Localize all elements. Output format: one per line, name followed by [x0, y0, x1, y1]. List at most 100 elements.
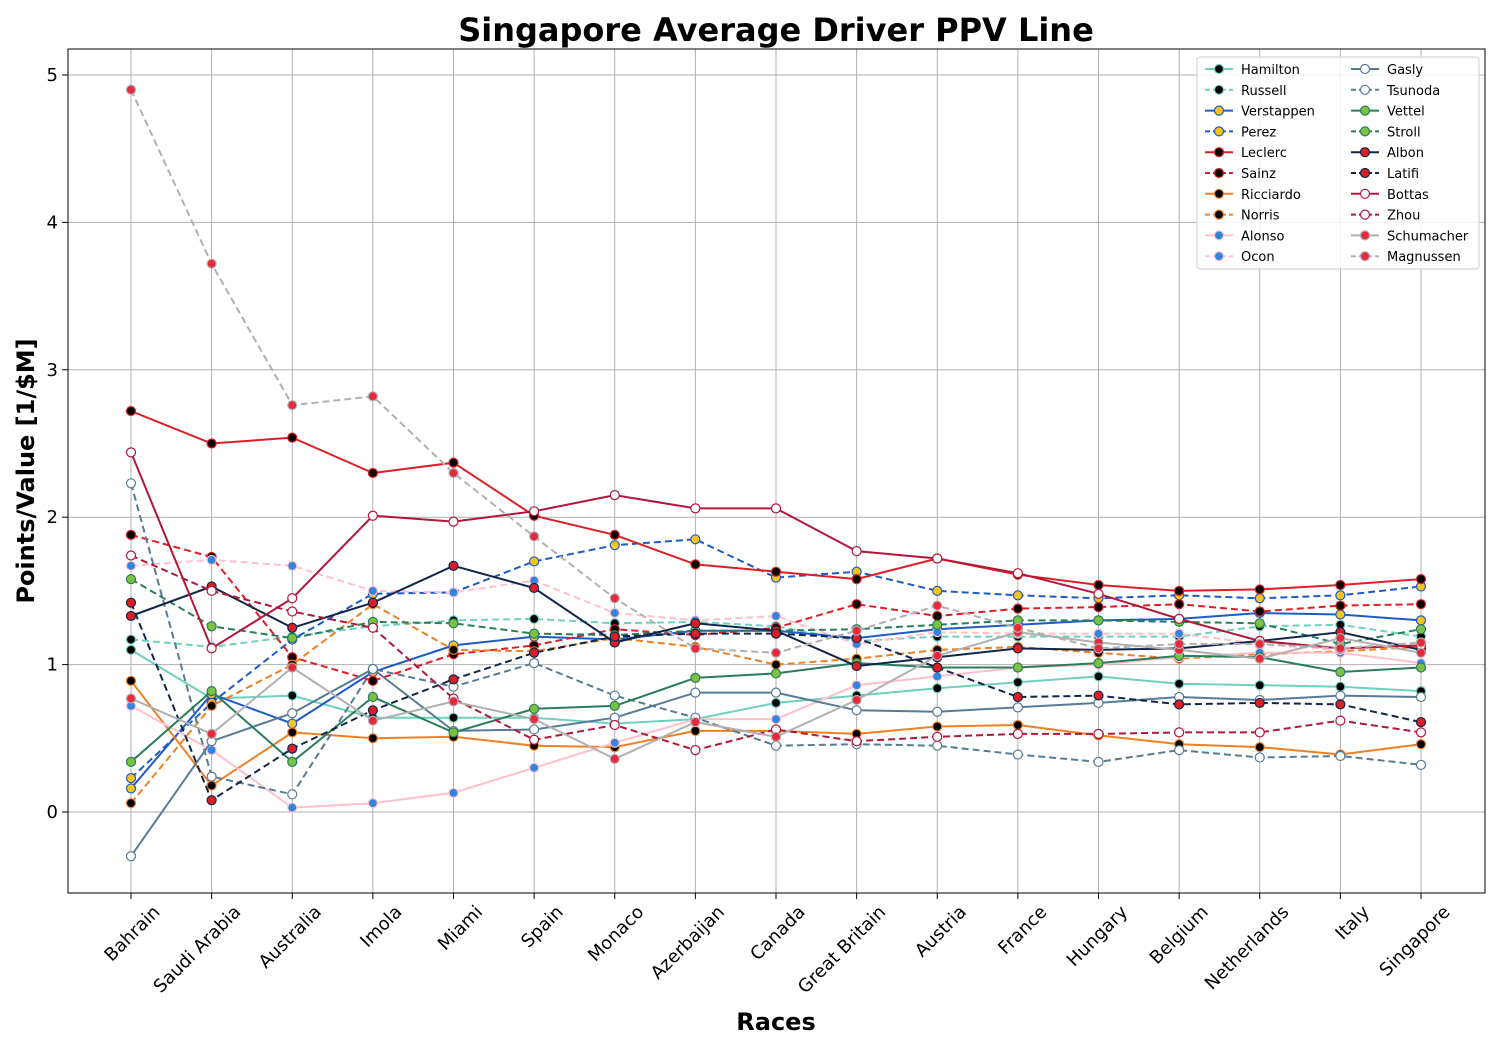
data-point — [851, 546, 862, 557]
data-point — [1335, 643, 1346, 654]
data-point — [1254, 742, 1265, 753]
legend-marker — [1213, 167, 1225, 179]
legend: Hamilton Russell Verstappen Perez Leclerc Sai… — [1196, 56, 1480, 270]
data-point — [609, 489, 620, 501]
data-point — [1415, 599, 1427, 610]
data-point — [448, 727, 459, 738]
data-point — [448, 467, 459, 479]
data-point — [770, 503, 782, 514]
data-point — [125, 478, 137, 489]
legend-entry: Sainz — [1205, 167, 1276, 182]
legend-entry: Verstappen — [1205, 105, 1315, 120]
legend-entry: Latifi — [1351, 167, 1419, 182]
data-point — [206, 554, 217, 566]
legend-entry: Leclerc — [1205, 146, 1287, 161]
data-point — [1254, 584, 1265, 595]
series-gasly — [125, 663, 1427, 862]
data-point — [125, 756, 137, 767]
data-point — [206, 700, 217, 711]
data-point — [932, 671, 943, 682]
data-point — [1415, 716, 1427, 728]
data-point — [287, 432, 298, 443]
data-point — [1093, 602, 1104, 613]
data-point — [609, 529, 620, 540]
data-point — [367, 715, 378, 726]
data-point — [1415, 624, 1427, 635]
data-point — [1174, 585, 1185, 597]
data-point — [1254, 618, 1265, 629]
data-point — [1335, 579, 1346, 591]
legend-label: Zhou — [1387, 209, 1420, 224]
data-point — [448, 457, 459, 468]
legend-entry: Vettel — [1351, 105, 1425, 120]
legend-entry: Ocon — [1205, 250, 1275, 265]
data-point — [1093, 588, 1104, 599]
legend-marker — [1213, 251, 1225, 262]
data-point — [1415, 759, 1427, 770]
data-point — [125, 798, 137, 809]
data-point — [1415, 739, 1427, 750]
legend-marker — [1359, 105, 1371, 116]
data-point — [1012, 691, 1023, 703]
data-point — [609, 753, 620, 765]
data-point — [1174, 727, 1185, 738]
legend-entry: Perez — [1205, 125, 1276, 140]
data-point — [287, 789, 298, 800]
data-point — [1254, 606, 1265, 617]
y-axis-label: Points/Value [1/$M] — [12, 338, 40, 603]
y-tick-label: 1 — [47, 655, 58, 676]
data-point — [1174, 613, 1185, 625]
data-point — [529, 658, 540, 669]
data-point — [287, 718, 298, 729]
x-tick-label: Canada — [746, 902, 809, 965]
data-point — [690, 618, 701, 629]
legend-marker — [1213, 63, 1225, 75]
legend-label: Leclerc — [1241, 146, 1287, 161]
legend-entry: Gasly — [1351, 63, 1423, 78]
data-point — [690, 725, 701, 737]
data-point — [206, 438, 217, 449]
x-tick-label: Singapore — [1375, 902, 1454, 981]
data-point — [529, 613, 540, 625]
data-point — [770, 697, 782, 709]
data-point — [1093, 671, 1104, 682]
data-point — [1335, 699, 1346, 710]
data-point — [1093, 628, 1104, 639]
data-point — [770, 659, 782, 670]
data-point — [690, 672, 701, 683]
data-point — [1012, 568, 1023, 579]
data-point — [1254, 727, 1265, 738]
data-point — [851, 705, 862, 716]
data-point — [932, 662, 943, 673]
data-point — [448, 787, 459, 798]
data-point — [851, 660, 862, 672]
data-point — [932, 650, 943, 661]
data-point — [770, 740, 782, 751]
data-point — [690, 559, 701, 570]
legend-marker — [1213, 84, 1225, 95]
data-point — [125, 783, 137, 794]
legend-entry: Ricciardo — [1205, 188, 1301, 203]
data-point — [367, 705, 378, 716]
legend-label: Albon — [1387, 146, 1424, 161]
legend-label: Schumacher — [1387, 229, 1469, 244]
data-point — [609, 631, 620, 642]
data-point — [770, 647, 782, 658]
data-point — [690, 534, 701, 545]
data-point — [125, 851, 137, 862]
legend-marker — [1213, 147, 1225, 158]
x-tick-label: Hungary — [1063, 901, 1132, 970]
data-point — [206, 780, 217, 791]
x-tick-label: Italy — [1331, 901, 1374, 944]
data-point — [932, 600, 943, 611]
legend-marker — [1213, 188, 1225, 199]
data-point — [770, 566, 782, 577]
data-point — [932, 683, 943, 694]
y-tick-label: 3 — [47, 360, 58, 381]
data-point — [367, 622, 378, 633]
legend-label: Sainz — [1241, 167, 1276, 182]
data-point — [1012, 702, 1023, 713]
data-point — [1093, 658, 1104, 669]
data-point — [448, 696, 459, 707]
data-point — [690, 687, 701, 698]
